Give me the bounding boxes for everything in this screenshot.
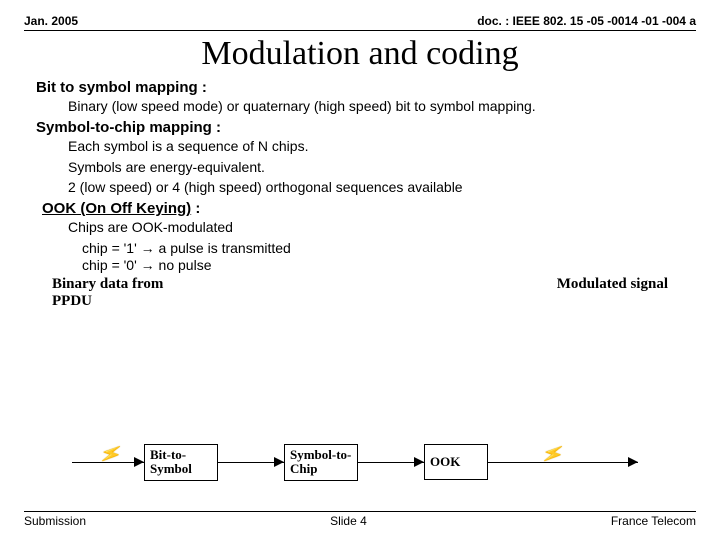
box-ook: OOK <box>424 444 488 480</box>
slide-title: Modulation and coding <box>24 35 696 73</box>
bolt-icon: ⚡ <box>97 441 125 468</box>
signal-labels: Binary data from PPDU Modulated signal <box>52 276 668 310</box>
ook-colon: : <box>191 200 200 217</box>
box-bit-to-symbol: Bit-to-Symbol <box>144 444 218 481</box>
section-ook-l2: chip = '1' → a pulse is transmitted <box>82 240 696 257</box>
bolt-icon: ⚡ <box>539 441 567 468</box>
header-date: Jan. 2005 <box>24 14 78 28</box>
section-ook-l3: chip = '0' → no pulse <box>82 257 696 274</box>
box-symbol-to-chip: Symbol-to-Chip <box>284 444 358 481</box>
section-symbol-chip-l3: 2 (low speed) or 4 (high speed) orthogon… <box>68 179 696 196</box>
signal-left: Binary data from PPDU <box>52 276 172 310</box>
section-ook-l1: Chips are OOK-modulated <box>68 219 696 236</box>
footer-left: Submission <box>24 514 86 528</box>
footer: Submission Slide 4 France Telecom <box>24 511 696 528</box>
footer-center: Slide 4 <box>330 514 367 528</box>
footer-right: France Telecom <box>611 514 696 528</box>
signal-right: Modulated signal <box>557 276 668 310</box>
section-symbol-chip-l1: Each symbol is a sequence of N chips. <box>68 138 696 155</box>
section-bit-symbol-body: Binary (low speed mode) or quaternary (h… <box>68 98 696 115</box>
header-doc: doc. : IEEE 802. 15 -05 -0014 -01 -004 a <box>477 14 696 28</box>
slide-page: Jan. 2005 doc. : IEEE 802. 15 -05 -0014 … <box>0 0 720 540</box>
section-symbol-chip-h: Symbol-to-chip mapping : <box>36 119 696 136</box>
section-ook-h: OOK (On Off Keying) : <box>42 200 696 217</box>
ook-underline: OOK (On Off Keying) <box>42 200 191 217</box>
block-diagram: ⚡ Bit-to-Symbol Symbol-to-Chip OOK ⚡ <box>72 440 648 492</box>
section-bit-symbol-h: Bit to symbol mapping : <box>36 79 696 96</box>
section-symbol-chip-l2: Symbols are energy-equivalent. <box>68 159 696 176</box>
header: Jan. 2005 doc. : IEEE 802. 15 -05 -0014 … <box>24 14 696 31</box>
